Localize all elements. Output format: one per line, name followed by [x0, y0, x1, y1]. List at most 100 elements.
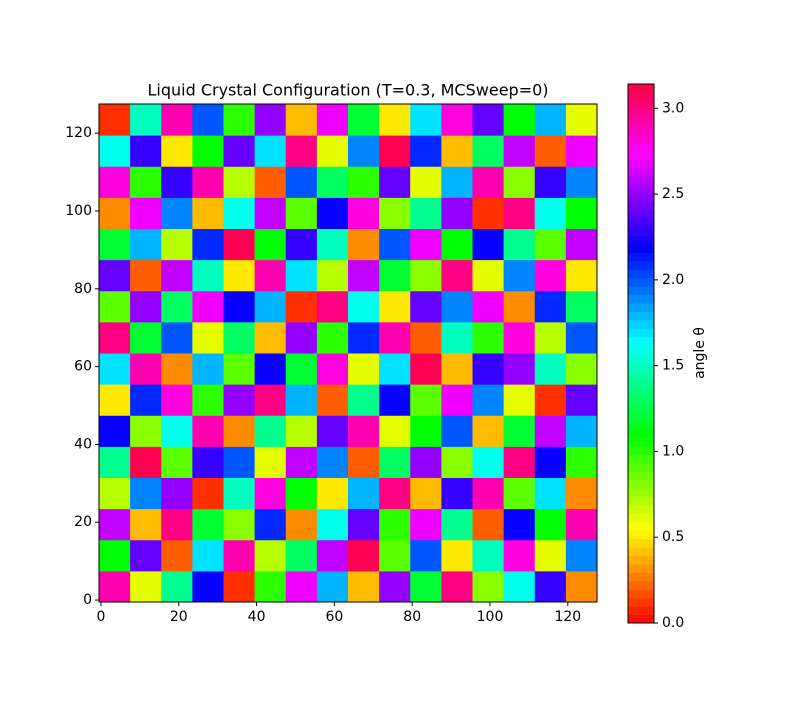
heatmap-cell: [161, 290, 193, 323]
heatmap-cell: [348, 508, 380, 541]
colorbar-swatch: [628, 244, 654, 253]
heatmap-cell: [254, 321, 287, 354]
colorbar-swatch: [628, 260, 654, 270]
heatmap-cell: [348, 290, 380, 323]
y-tick-label: 40: [74, 436, 92, 452]
heatmap-cell: [441, 570, 473, 603]
heatmap-cell: [192, 415, 224, 447]
heatmap-cell: [472, 446, 505, 478]
colorbar-swatch: [628, 92, 654, 102]
heatmap-cell: [472, 539, 505, 572]
heatmap-cell: [223, 539, 256, 572]
heatmap-cell: [223, 228, 256, 261]
colorbar-swatch: [628, 185, 654, 194]
heatmap-cell: [503, 415, 536, 447]
heatmap-cell: [130, 415, 162, 447]
heatmap-cell: [254, 259, 287, 292]
heatmap-cell: [316, 197, 349, 229]
heatmap-cell: [503, 197, 536, 229]
heatmap-cell: [379, 166, 411, 198]
heatmap-cell: [254, 446, 287, 478]
heatmap-cell: [99, 508, 131, 541]
heatmap-cell: [192, 353, 224, 385]
heatmap-cell: [192, 321, 224, 354]
colorbar-swatch: [628, 580, 654, 590]
heatmap-cell: [285, 166, 318, 198]
heatmap-cell: [254, 570, 287, 603]
heatmap-cell: [410, 446, 442, 478]
heatmap-cell: [161, 228, 193, 261]
heatmap-cell: [285, 259, 318, 292]
heatmap-cell: [254, 508, 287, 541]
heatmap-cell: [285, 135, 318, 167]
colorbar-swatch: [628, 412, 654, 422]
heatmap-cell: [192, 477, 224, 510]
heatmap-cell: [534, 135, 567, 167]
heatmap-cell: [192, 104, 224, 136]
heatmap-cell: [534, 384, 567, 416]
heatmap-cell: [441, 135, 473, 167]
heatmap-cell: [472, 290, 505, 323]
heatmap-cell: [192, 228, 224, 261]
heatmap-cell: [348, 321, 380, 354]
heatmap-cell: [565, 539, 598, 572]
heatmap-cell: [565, 570, 598, 603]
heatmap-cell: [223, 570, 256, 603]
heatmap-cell: [379, 415, 411, 447]
heatmap-cell: [161, 446, 193, 478]
heatmap-cell: [192, 259, 224, 292]
heatmap-cell: [348, 446, 380, 478]
heatmap-cell: [441, 415, 473, 447]
colorbar-swatch: [628, 151, 654, 161]
heatmap-cell: [254, 415, 287, 447]
heatmap-cell: [503, 166, 536, 198]
heatmap-cell: [379, 321, 411, 354]
heatmap-cell: [130, 477, 162, 510]
heatmap-cell: [316, 259, 349, 292]
heatmap-cell: [316, 135, 349, 167]
heatmap-cell: [565, 259, 598, 292]
heatmap-cell: [348, 166, 380, 198]
colorbar-swatch: [628, 488, 654, 498]
colorbar-tick-label: 0.5: [662, 529, 684, 545]
colorbar-swatch: [628, 218, 654, 228]
heatmap-cell: [503, 259, 536, 292]
heatmap-cell: [503, 228, 536, 261]
colorbar-swatch: [628, 462, 654, 472]
colorbar-swatch: [628, 109, 654, 119]
heatmap-cell: [316, 166, 349, 198]
colorbar-swatch: [628, 530, 654, 540]
heatmap-cell: [441, 228, 473, 261]
heatmap-cell: [472, 104, 505, 136]
heatmap-cell: [472, 415, 505, 447]
heatmap-cell: [161, 570, 193, 603]
heatmap-cell: [410, 135, 442, 167]
colorbar-swatch: [628, 235, 654, 245]
heatmap-cell: [130, 321, 162, 354]
heatmap-cell: [534, 477, 567, 510]
y-tick-label: 120: [65, 125, 92, 141]
colorbar-swatch: [628, 606, 654, 616]
heatmap-cell: [161, 104, 193, 136]
colorbar-frame: [627, 83, 655, 624]
heatmap-cell: [161, 384, 193, 416]
heatmap-cell: [410, 259, 442, 292]
heatmap-cell: [130, 384, 162, 416]
heatmap-cell: [192, 135, 224, 167]
heatmap-cell: [99, 166, 131, 198]
heatmap-cell: [410, 384, 442, 416]
heatmap-cell: [99, 415, 131, 447]
colorbar-tick-label: 3.0: [662, 100, 684, 116]
heatmap-cell: [223, 166, 256, 198]
heatmap-cell: [472, 384, 505, 416]
heatmap-cell: [130, 570, 162, 603]
heatmap-cell: [441, 384, 473, 416]
heatmap-cell: [441, 508, 473, 541]
heatmap-cell: [379, 290, 411, 323]
heatmap-cell: [316, 446, 349, 478]
heatmap-cell: [99, 197, 131, 229]
colorbar-swatch: [628, 547, 654, 557]
heatmap-cell: [130, 135, 162, 167]
heatmap-cell: [161, 353, 193, 385]
heatmap-cell: [410, 508, 442, 541]
